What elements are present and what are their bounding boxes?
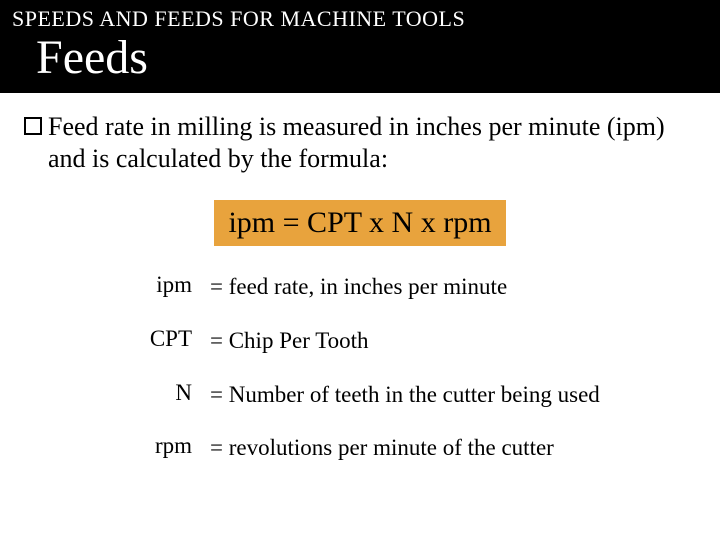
definition-desc: = feed rate, in inches per minute — [210, 272, 507, 302]
definition-desc: = Number of teeth in the cutter being us… — [210, 380, 600, 410]
header-eyebrow: SPEEDS AND FEEDS FOR MACHINE TOOLS — [12, 6, 708, 32]
definition-term: CPT — [120, 326, 210, 352]
definition-desc: = revolutions per minute of the cutter — [210, 433, 554, 463]
intro-bullet-row: Feed rate in milling is measured in inch… — [24, 111, 696, 176]
content-area: Feed rate in milling is measured in inch… — [0, 93, 720, 464]
formula-wrap: ipm = CPT x N x rpm — [24, 200, 696, 246]
definition-desc: = Chip Per Tooth — [210, 326, 369, 356]
definition-term: rpm — [120, 433, 210, 459]
header-band: SPEEDS AND FEEDS FOR MACHINE TOOLS Feeds — [0, 0, 720, 93]
page-title: Feeds — [36, 32, 708, 85]
definition-term: N — [120, 380, 210, 406]
definition-term: ipm — [120, 272, 210, 298]
intro-text: Feed rate in milling is measured in inch… — [48, 111, 696, 176]
definition-row: rpm = revolutions per minute of the cutt… — [120, 433, 656, 463]
square-bullet-icon — [24, 117, 42, 135]
formula-box: ipm = CPT x N x rpm — [214, 200, 505, 246]
definition-row: ipm = feed rate, in inches per minute — [120, 272, 656, 302]
definition-row: CPT = Chip Per Tooth — [120, 326, 656, 356]
definition-row: N = Number of teeth in the cutter being … — [120, 380, 656, 410]
definitions-table: ipm = feed rate, in inches per minute CP… — [120, 272, 656, 464]
